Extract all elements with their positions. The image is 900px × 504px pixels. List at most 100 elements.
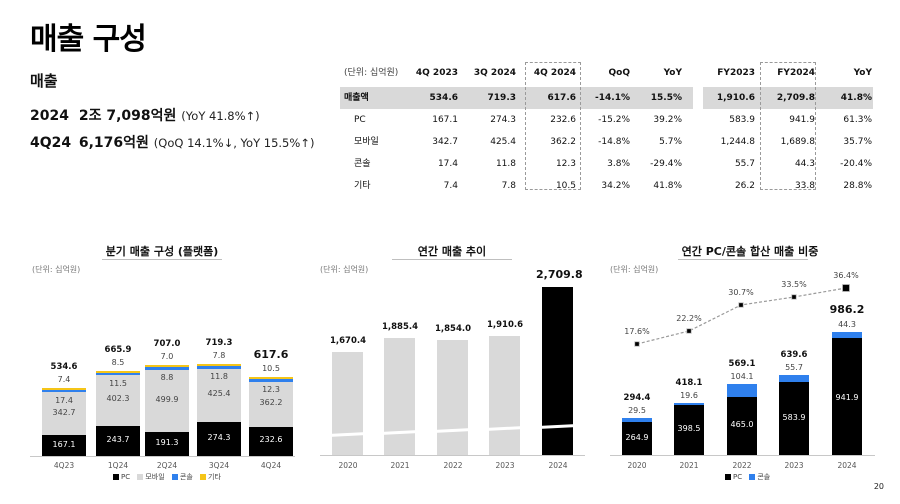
console-value: 44.3 bbox=[838, 320, 856, 330]
bar-console bbox=[249, 379, 293, 382]
console-value: 11.5 bbox=[109, 378, 127, 388]
pc-value: 191.3 bbox=[155, 438, 179, 448]
bar-mobile bbox=[145, 369, 189, 433]
pc-value: 465.0 bbox=[730, 420, 754, 430]
table-cell: 10.5 bbox=[555, 181, 576, 191]
legend-pc-swatch bbox=[725, 473, 731, 480]
table-cell: 41.8% bbox=[840, 93, 872, 103]
table-cell: 35.7% bbox=[843, 137, 872, 147]
mobile-value: 342.7 bbox=[52, 407, 76, 417]
column-header: YoY bbox=[853, 68, 872, 78]
x-label: 2Q24 bbox=[156, 461, 178, 470]
table-cell: 2,709.8 bbox=[776, 93, 815, 103]
other-value: 7.0 bbox=[160, 352, 174, 362]
bar-pc bbox=[42, 435, 86, 456]
bar-other bbox=[42, 387, 86, 390]
bar-other bbox=[197, 364, 241, 367]
table-row: 기타 7.4 7.8 10.5 34.2% 41.8% 26.2 33.8 28.8% bbox=[340, 175, 880, 197]
table-cell: 719.3 bbox=[487, 93, 516, 103]
chart3-legend: PC 콘솔 bbox=[720, 472, 770, 482]
share-label: 30.7% bbox=[728, 288, 754, 297]
value-label: 1,670.4 bbox=[329, 336, 367, 346]
bar-console bbox=[197, 366, 241, 369]
legend-pc-swatch bbox=[113, 473, 119, 480]
table-cell: 425.4 bbox=[490, 137, 516, 147]
table-cell: 583.9 bbox=[729, 115, 755, 125]
console-value: 8.8 bbox=[160, 373, 174, 383]
bar bbox=[489, 336, 520, 455]
bar-pc bbox=[674, 405, 704, 455]
chart1-title-rule bbox=[102, 259, 222, 260]
table-cell: 61.3% bbox=[843, 115, 872, 125]
table-cell: 44.3 bbox=[794, 159, 815, 169]
chart1-title: 분기 매출 구성 (플랫폼) bbox=[105, 245, 219, 258]
console-value: 29.5 bbox=[628, 406, 646, 416]
mobile-value: 362.2 bbox=[259, 398, 283, 408]
total-value: 418.1 bbox=[675, 377, 703, 388]
total-value: 294.4 bbox=[623, 393, 651, 404]
highlight-fy2024 bbox=[760, 62, 816, 190]
total-value: 534.6 bbox=[50, 361, 78, 372]
other-value: 10.5 bbox=[262, 364, 280, 374]
chart2-title: 연간 매출 추이 bbox=[417, 245, 487, 258]
column-header: FY2023 bbox=[717, 68, 755, 78]
console-value: 104.1 bbox=[730, 372, 754, 382]
value-label: 1,885.4 bbox=[381, 322, 419, 332]
console-value: 55.7 bbox=[785, 363, 803, 373]
pc-value: 583.9 bbox=[782, 412, 806, 422]
annual-value: 2조 7,098억원 bbox=[78, 108, 177, 124]
bar-console bbox=[145, 367, 189, 370]
table-cell: 1,244.8 bbox=[720, 137, 755, 147]
value-label: 2,709.8 bbox=[536, 268, 583, 281]
column-header: 4Q 2023 bbox=[415, 68, 458, 78]
table-cell: 3.8% bbox=[607, 159, 630, 169]
bar-other bbox=[145, 365, 189, 368]
legend-console-swatch bbox=[171, 473, 178, 480]
bar-console bbox=[622, 418, 652, 423]
bar-console bbox=[42, 389, 86, 393]
bar-console bbox=[832, 332, 862, 338]
chart2-unit: (단위: 십억원) bbox=[320, 265, 369, 274]
table-cell: -14.1% bbox=[595, 93, 630, 103]
table-cell: -14.8% bbox=[598, 137, 630, 147]
page-title: 매출 구성 bbox=[30, 22, 147, 57]
pc-value: 274.3 bbox=[207, 432, 231, 442]
bar-mobile bbox=[197, 368, 241, 422]
row-label: 모바일 bbox=[354, 137, 379, 147]
table-cell: 941.9 bbox=[789, 115, 815, 125]
table-cell: 12.3 bbox=[555, 159, 576, 169]
column-header: FY2024 bbox=[777, 68, 815, 78]
chart3-unit: (단위: 십억원) bbox=[610, 265, 659, 274]
table-cell: 17.4 bbox=[437, 159, 458, 169]
row-label: 기타 bbox=[354, 181, 371, 191]
legend-pc: PC bbox=[733, 473, 743, 481]
total-value: 569.1 bbox=[728, 359, 756, 370]
row-label: 콘솔 bbox=[354, 159, 371, 169]
bar-other bbox=[249, 377, 293, 380]
x-label: 2022 bbox=[443, 461, 463, 470]
chart3-axis bbox=[610, 455, 875, 456]
bar-console bbox=[779, 375, 809, 383]
legend-other-swatch bbox=[200, 473, 207, 480]
row-label: 매출액 bbox=[344, 93, 369, 103]
pc-value: 243.7 bbox=[106, 434, 130, 444]
table-cell: 7.8 bbox=[501, 181, 516, 191]
chart2-title-rule bbox=[392, 259, 512, 260]
column-header: 3Q 2024 bbox=[473, 68, 516, 78]
chart1-legend: PC 모바일 콘솔 기타 bbox=[108, 472, 221, 482]
x-label: 2021 bbox=[679, 461, 699, 470]
bar bbox=[332, 352, 363, 455]
value-label: 1,854.0 bbox=[434, 324, 472, 334]
column-header: YoY bbox=[663, 68, 682, 78]
share-label: 17.6% bbox=[624, 327, 650, 336]
bar-pc bbox=[96, 425, 140, 456]
bar-pc bbox=[249, 426, 293, 456]
total-value: 986.2 bbox=[829, 303, 865, 317]
total-value: 617.6 bbox=[253, 348, 289, 362]
other-value: 7.8 bbox=[212, 351, 226, 361]
row-label: PC bbox=[354, 115, 366, 125]
table-cell: 362.2 bbox=[550, 137, 576, 147]
annual-period: 2024 bbox=[30, 108, 69, 124]
legend-console-swatch bbox=[749, 473, 756, 480]
table-cell: 1,910.6 bbox=[716, 93, 755, 103]
